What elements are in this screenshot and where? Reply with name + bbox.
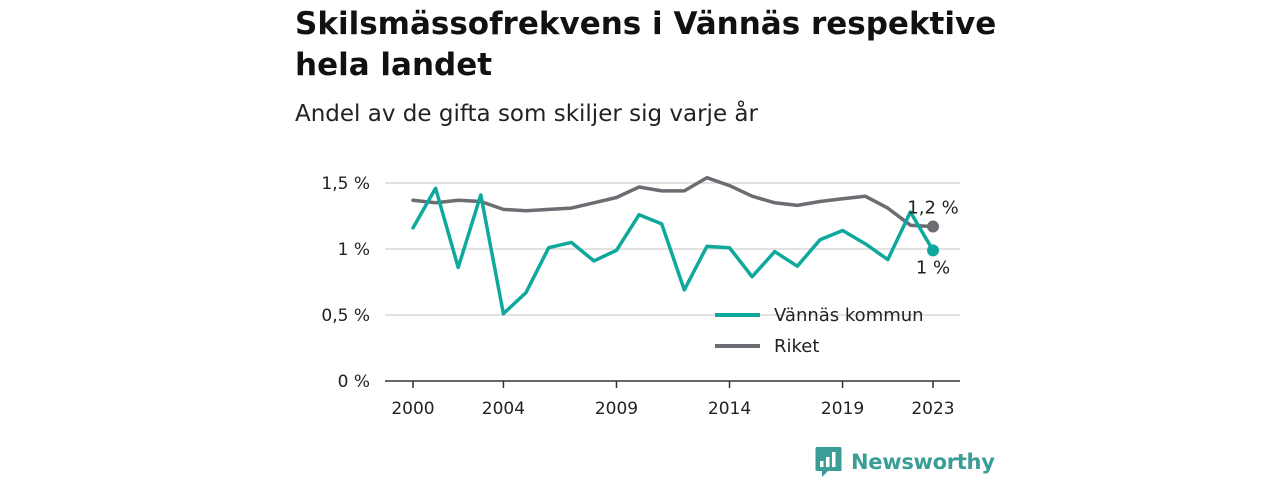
- end-label-riket: 1,2 %: [907, 198, 958, 219]
- endpoint-marker-riket: [927, 220, 939, 233]
- bar-chart-speech-bubble-icon: [815, 447, 842, 477]
- brand-name: Newsworthy: [851, 450, 995, 474]
- x-tick-label: 2009: [595, 399, 638, 419]
- x-axis: 2000 2004 2009 2014 2019 2023: [385, 380, 960, 419]
- endpoint-marker-v-nn-s-kommun: [927, 244, 939, 257]
- y-tick-label: 1,5 %: [321, 174, 370, 194]
- series-lines: [411, 175, 935, 316]
- x-tick-label: 2014: [708, 399, 751, 419]
- y-tick-label: 0 %: [338, 372, 370, 392]
- y-tick-label: 0,5 %: [321, 306, 370, 326]
- chart-title: Skilsmässofrekvens i Vännäs respektive h…: [295, 6, 997, 83]
- x-tick-label: 2019: [821, 399, 864, 419]
- legend-label-riket: Riket: [774, 336, 819, 357]
- y-tick-label: 1 %: [338, 240, 370, 260]
- series-endpoints: 1 % 1,2 %: [907, 198, 958, 279]
- x-tick-label: 2023: [911, 399, 954, 419]
- end-label-v-nn-s-kommun: 1 %: [916, 257, 950, 278]
- series-line-riket: [411, 175, 935, 229]
- newsworthy-logo: Newsworthy: [815, 446, 995, 478]
- x-tick-label: 2004: [482, 399, 525, 419]
- x-tick-label: 2000: [391, 399, 434, 419]
- chart-subtitle: Andel av de gifta som skiljer sig varje …: [295, 101, 758, 127]
- gridlines: [385, 182, 960, 316]
- series-line-v-nn-s-kommun: [411, 186, 935, 316]
- legend-label-v-nn-s-kommun: Vännäs kommun: [774, 305, 924, 326]
- y-axis-ticks: 0 % 0,5 % 1 % 1,5 %: [321, 174, 370, 392]
- legend: Vännäs kommun Riket: [715, 305, 924, 357]
